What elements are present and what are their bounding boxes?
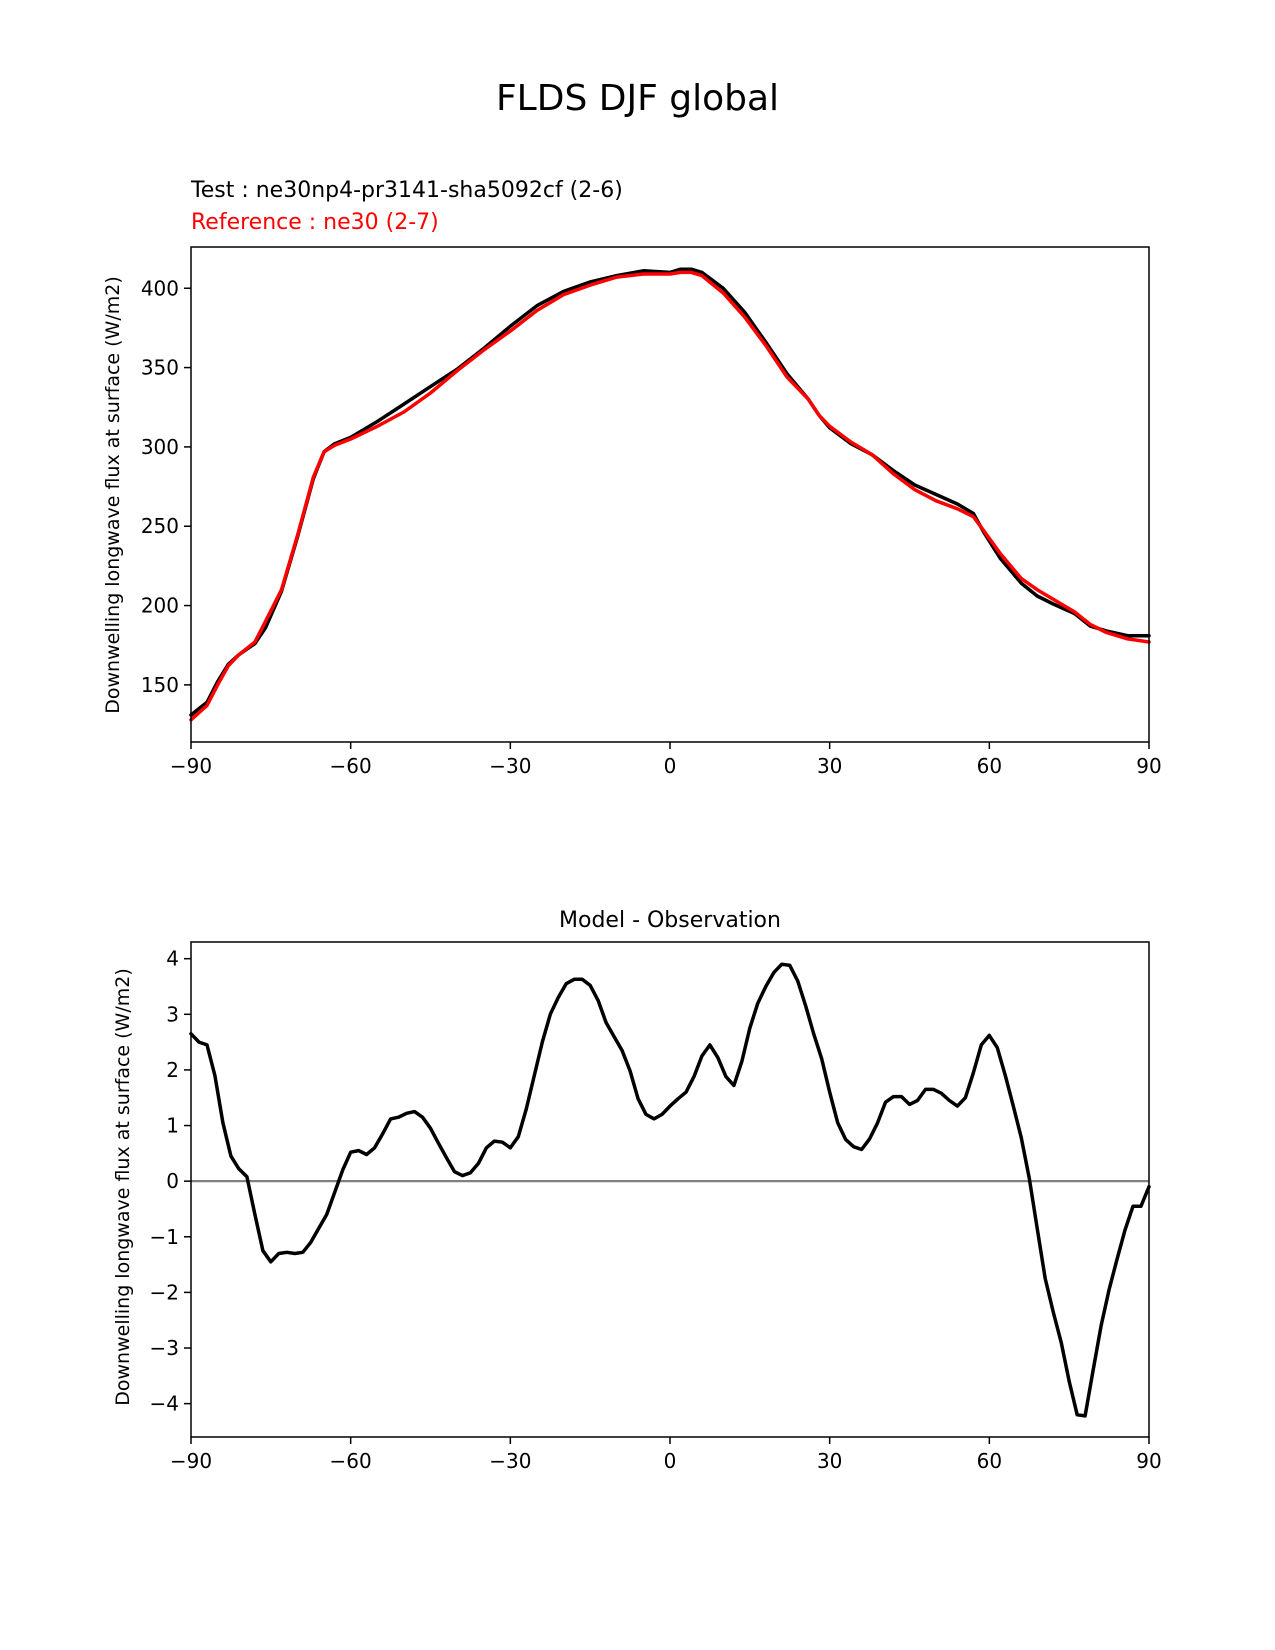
- bottom-axes-frame: [190, 941, 1150, 1438]
- y-tick-label: 4: [166, 947, 179, 971]
- bottom-lines: [189, 962, 1151, 1418]
- y-tick-label: 150: [141, 673, 179, 697]
- x-tick-label: 90: [1136, 754, 1161, 778]
- x-tick-label: −30: [489, 754, 531, 778]
- top-panel: Test : ne30np4-pr3141-sha5092cf (2-6) Re…: [102, 178, 1162, 778]
- y-tick-label: 250: [141, 514, 179, 538]
- y-tick-label: 350: [141, 356, 179, 380]
- bottom-y-axis-label: Downwelling longwave flux at surface (W/…: [112, 968, 134, 1406]
- x-tick-label: −60: [330, 1449, 372, 1473]
- series-line-model-observation: [189, 962, 1151, 1418]
- x-tick-label: 0: [664, 754, 677, 778]
- top-y-axis-label: Downwelling longwave flux at surface (W/…: [102, 276, 124, 714]
- top-ticks: −90 −60 −30 0 30 60 90 150 200 250 300 350 400: [141, 276, 1162, 778]
- y-tick-label: −3: [150, 1336, 179, 1360]
- x-tick-label: −90: [170, 1449, 212, 1473]
- x-tick-label: 0: [664, 1449, 677, 1473]
- y-tick-label: 400: [141, 276, 179, 300]
- x-tick-label: 30: [817, 754, 842, 778]
- x-tick-label: 60: [977, 754, 1002, 778]
- y-tick-label: 3: [166, 1002, 179, 1026]
- x-tick-label: 30: [817, 1449, 842, 1473]
- bottom-ticks: −90 −60 −30 0 30 60 90 −4 −3 −2 −1 0 1 2 3 4: [150, 947, 1162, 1473]
- top-axes-frame: [190, 246, 1150, 743]
- x-tick-label: −60: [330, 754, 372, 778]
- x-tick-label: −90: [170, 754, 212, 778]
- y-tick-label: 300: [141, 435, 179, 459]
- y-tick-label: −1: [150, 1225, 179, 1249]
- y-tick-label: −2: [150, 1280, 179, 1304]
- reference-label: Reference : ne30 (2-7): [191, 210, 439, 235]
- bottom-panel: Model - Observation Downwelling longwave…: [112, 908, 1162, 1473]
- bottom-title: Model - Observation: [559, 908, 781, 933]
- y-tick-label: 2: [166, 1058, 179, 1082]
- test-label: Test : ne30np4-pr3141-sha5092cf (2-6): [190, 178, 623, 203]
- y-tick-label: 1: [166, 1114, 179, 1138]
- y-tick-label: −4: [150, 1392, 179, 1416]
- x-tick-label: 90: [1136, 1449, 1161, 1473]
- x-tick-label: −30: [489, 1449, 531, 1473]
- y-tick-label: 200: [141, 594, 179, 618]
- y-tick-label: 0: [166, 1169, 179, 1193]
- series-line-test: [189, 267, 1151, 717]
- figure-title: FLDS DJF global: [496, 78, 779, 119]
- x-tick-label: 60: [977, 1449, 1002, 1473]
- top-lines: [189, 267, 1151, 722]
- series-line-reference: [189, 270, 1151, 722]
